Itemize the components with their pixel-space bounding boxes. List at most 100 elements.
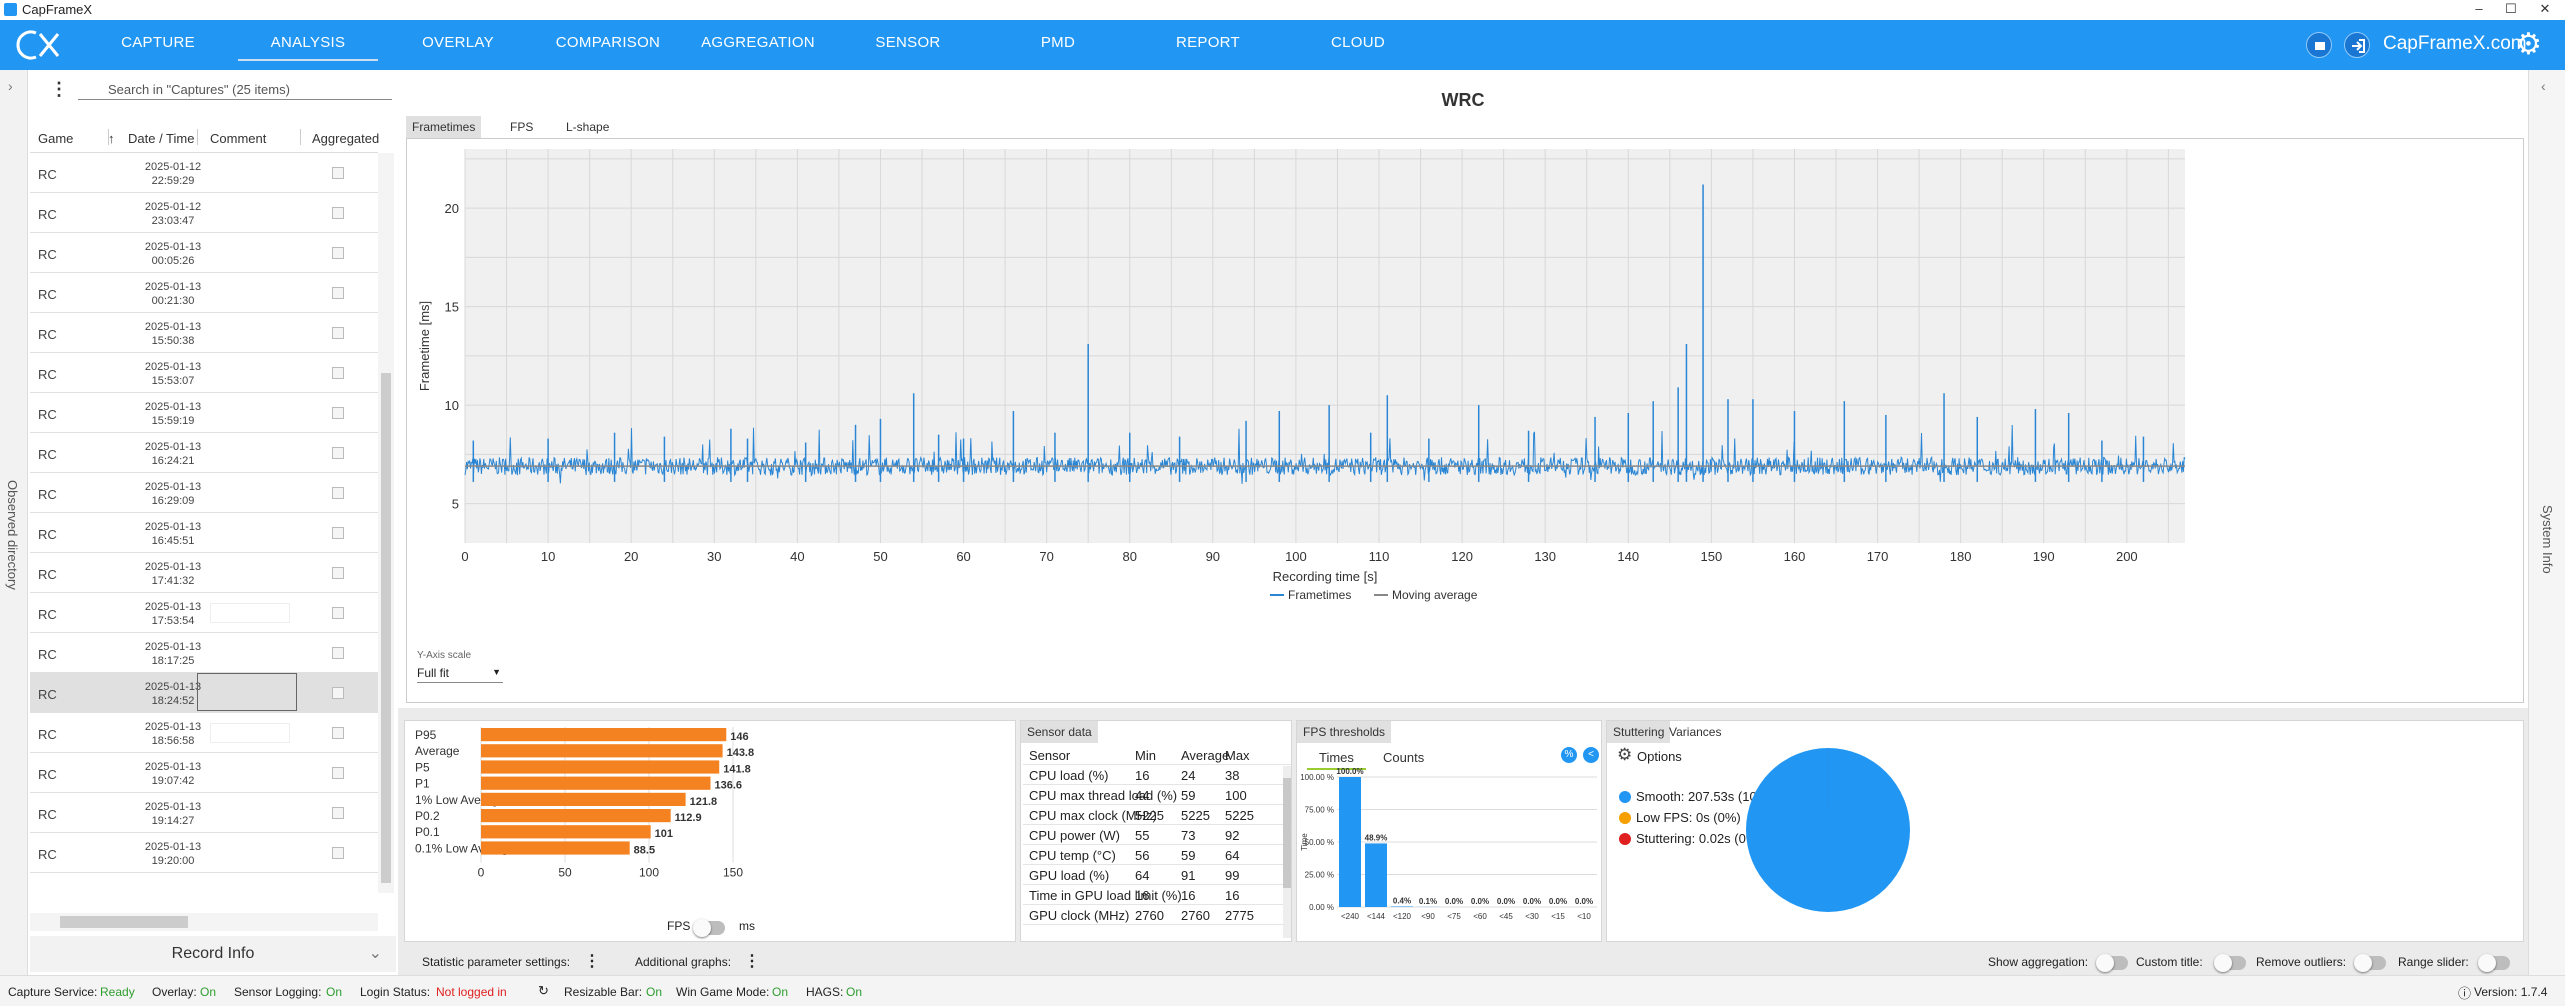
tab-times[interactable]: Times	[1307, 747, 1366, 770]
column-game[interactable]: Game	[38, 131, 74, 146]
row-aggregated-checkbox[interactable]	[332, 367, 344, 379]
yaxis-scale-select[interactable]: Full fit ▼	[417, 663, 503, 683]
row-aggregated-checkbox[interactable]	[332, 447, 344, 459]
column-date[interactable]: Date / Time	[128, 131, 195, 146]
row-comment[interactable]	[210, 723, 290, 743]
remove-outliers-toggle[interactable]	[2354, 954, 2386, 972]
capture-row[interactable]: RC 2025-01-13 15:59:19	[30, 393, 378, 433]
collapse-chevron-icon[interactable]: ‹	[2541, 78, 2546, 94]
capture-row[interactable]: RC 2025-01-13 16:45:51	[30, 513, 378, 553]
row-comment-editor[interactable]	[197, 673, 297, 711]
site-link[interactable]: CapFrameX.com	[2383, 33, 2527, 54]
share-icon[interactable]: <	[1583, 747, 1599, 763]
row-aggregated-checkbox[interactable]	[332, 807, 344, 819]
captures-sidebar: ⋮ Search in "Captures" (25 items) Game ↑…	[30, 70, 396, 975]
threshold-value-label: 100.0%	[1336, 767, 1363, 776]
maximize-icon[interactable]: ☐	[2505, 1, 2517, 16]
tab-lshape[interactable]: L-shape	[566, 120, 610, 134]
capture-row[interactable]: RC 2025-01-13 18:17:25	[30, 633, 378, 673]
screenshot-button[interactable]	[2306, 32, 2332, 58]
tab-fps-thresholds[interactable]: FPS thresholds	[1297, 721, 1392, 743]
options-gear-icon[interactable]: ⚙	[1617, 745, 1633, 764]
refresh-icon[interactable]: ↻	[538, 983, 549, 998]
row-comment[interactable]	[210, 603, 290, 623]
capture-row[interactable]: RC 2025-01-13 17:53:54	[30, 593, 378, 633]
nav-tab-overlay[interactable]: OVERLAY	[422, 34, 494, 51]
capture-row[interactable]: RC 2025-01-13 00:21:30	[30, 273, 378, 313]
row-aggregated-checkbox[interactable]	[332, 167, 344, 179]
column-aggregated[interactable]: Aggregated	[312, 131, 380, 146]
row-aggregated-checkbox[interactable]	[332, 847, 344, 859]
row-aggregated-checkbox[interactable]	[332, 567, 344, 579]
capture-row[interactable]: RC 2025-01-13 19:20:00	[30, 833, 378, 873]
expand-chevron-icon[interactable]: ›	[8, 78, 13, 94]
options-label[interactable]: Options	[1637, 749, 1682, 764]
capture-row[interactable]: RC 2025-01-12 22:59:29	[30, 153, 378, 193]
capture-row[interactable]: RC 2025-01-13 16:24:21	[30, 433, 378, 473]
system-info-strip[interactable]: ‹ System Info	[2528, 70, 2565, 975]
capture-row[interactable]: RC 2025-01-13 00:05:26	[30, 233, 378, 273]
row-aggregated-checkbox[interactable]	[332, 527, 344, 539]
row-aggregated-checkbox[interactable]	[332, 767, 344, 779]
search-input[interactable]: Search in "Captures" (25 items)	[78, 78, 392, 100]
row-aggregated-checkbox[interactable]	[332, 207, 344, 219]
additional-graphs-menu-icon[interactable]: ⋮	[744, 953, 760, 970]
row-aggregated-checkbox[interactable]	[332, 407, 344, 419]
sidebar-menu-icon[interactable]: ⋮	[50, 79, 68, 99]
range-slider-toggle[interactable]	[2478, 954, 2510, 972]
capture-row[interactable]: RC 2025-01-13 16:29:09	[30, 473, 378, 513]
tab-counts[interactable]: Counts	[1383, 750, 1425, 765]
row-aggregated-checkbox[interactable]	[332, 647, 344, 659]
minimize-icon[interactable]: –	[2475, 1, 2483, 16]
sensor-scrollbar[interactable]	[1283, 766, 1291, 938]
login-button[interactable]	[2344, 32, 2370, 58]
vertical-scrollbar[interactable]	[378, 153, 394, 893]
threshold-category-label: <10	[1577, 912, 1591, 921]
row-date: 2025-01-13	[144, 441, 202, 453]
nav-tab-aggregation[interactable]: AGGREGATION	[701, 34, 815, 51]
observed-directory-strip[interactable]: › Observed directory	[0, 70, 28, 975]
settings-gear-icon[interactable]: ⚙	[2515, 28, 2542, 61]
capture-row[interactable]: RC 2025-01-13 19:14:27	[30, 793, 378, 833]
nav-tab-analysis[interactable]: ANALYSIS	[238, 34, 378, 61]
tab-variances[interactable]: Variances	[1669, 725, 1722, 739]
row-aggregated-checkbox[interactable]	[332, 327, 344, 339]
custom-title-toggle[interactable]	[2214, 954, 2246, 972]
nav-tab-capture[interactable]: CAPTURE	[121, 34, 195, 51]
tab-sensor-data[interactable]: Sensor data	[1021, 721, 1098, 743]
row-aggregated-checkbox[interactable]	[332, 247, 344, 259]
tab-fps[interactable]: FPS	[510, 120, 534, 134]
horizontal-scrollbar[interactable]	[30, 913, 378, 931]
row-aggregated-checkbox[interactable]	[332, 607, 344, 619]
column-comment[interactable]: Comment	[210, 131, 267, 146]
capture-row[interactable]: RC 2025-01-13 15:53:07	[30, 353, 378, 393]
close-icon[interactable]: ✕	[2539, 1, 2551, 16]
capture-row[interactable]: RC 2025-01-13 19:07:42	[30, 753, 378, 793]
row-aggregated-checkbox[interactable]	[332, 287, 344, 299]
sort-arrow-icon[interactable]: ↑	[108, 131, 115, 146]
record-info-expander[interactable]: Record Info ⌄	[30, 936, 396, 972]
nav-tab-pmd[interactable]: PMD	[1040, 34, 1076, 51]
percent-toggle-icon[interactable]: %	[1561, 747, 1577, 763]
row-game: RC	[38, 807, 57, 822]
capture-row[interactable]: RC 2025-01-13 17:41:32	[30, 553, 378, 593]
capture-row[interactable]: RC 2025-01-13 18:24:52	[30, 673, 378, 713]
tab-frametimes[interactable]: Frametimes	[406, 116, 482, 138]
capture-row[interactable]: RC 2025-01-13 18:56:58	[30, 713, 378, 753]
row-aggregated-checkbox[interactable]	[332, 687, 344, 699]
capture-row[interactable]: RC 2025-01-12 23:03:47	[30, 193, 378, 233]
nav-tab-sensor[interactable]: SENSOR	[875, 34, 941, 51]
row-aggregated-checkbox[interactable]	[332, 727, 344, 739]
row-aggregated-checkbox[interactable]	[332, 487, 344, 499]
fps-ms-toggle[interactable]	[693, 919, 725, 937]
tab-stuttering[interactable]: Stuttering	[1607, 721, 1671, 743]
nav-tab-cloud[interactable]: CLOUD	[1330, 34, 1385, 51]
show-aggregation-toggle[interactable]	[2096, 954, 2128, 972]
nav-tab-comparison[interactable]: COMPARISON	[555, 34, 661, 51]
row-time: 18:56:58	[151, 735, 195, 747]
frametimes-chart[interactable]: 0 10 20 30 40 50 60 70 80 90 100 110 120 130 140 150 160…	[407, 139, 2523, 702]
nav-tab-report[interactable]: REPORT	[1175, 34, 1241, 51]
info-icon[interactable]: ⓘ	[2458, 986, 2472, 1001]
capture-row[interactable]: RC 2025-01-13 15:50:38	[30, 313, 378, 353]
stat-settings-menu-icon[interactable]: ⋮	[584, 953, 600, 970]
